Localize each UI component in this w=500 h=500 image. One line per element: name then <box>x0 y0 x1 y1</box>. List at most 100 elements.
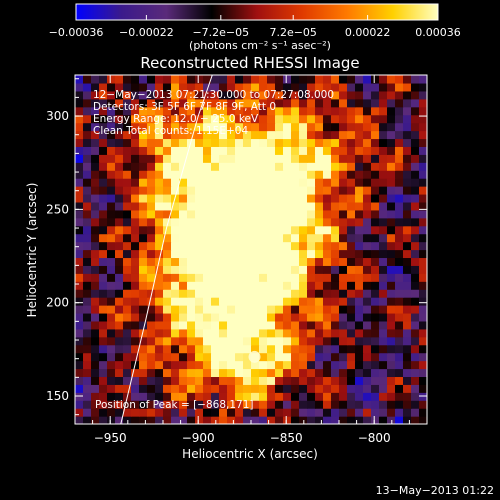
heatmap-cell <box>411 225 420 235</box>
heatmap-cell <box>243 312 252 322</box>
heatmap-cell <box>171 186 180 195</box>
heatmap-cell <box>115 368 124 378</box>
heatmap-cell <box>315 328 324 338</box>
heatmap-cell <box>163 408 172 417</box>
heatmap-cell <box>211 178 220 187</box>
heatmap-cell <box>139 162 148 171</box>
heatmap-cell <box>147 408 156 417</box>
heatmap-cell <box>291 82 300 92</box>
heatmap-cell <box>211 281 220 290</box>
heatmap-cell <box>219 217 228 227</box>
heatmap-cell <box>227 249 236 259</box>
heatmap-cell <box>299 368 308 378</box>
heatmap-cell <box>83 146 92 155</box>
heatmap-cell <box>347 146 356 155</box>
heatmap-cell <box>107 297 116 306</box>
heatmap-cell <box>299 376 308 385</box>
heatmap-cell <box>267 265 276 274</box>
heatmap-cell <box>187 320 196 330</box>
heatmap-cell <box>131 368 140 378</box>
solar-limb-line <box>120 75 213 424</box>
heatmap-cell <box>211 209 220 219</box>
heatmap-cell <box>163 193 172 203</box>
heatmap-cell <box>363 217 372 227</box>
heatmap-cell <box>411 186 420 195</box>
heatmap-cell <box>251 154 260 163</box>
heatmap-cell <box>195 98 204 108</box>
heatmap-cell <box>147 170 156 179</box>
heatmap-cell <box>395 352 404 362</box>
heatmap-cell <box>355 193 364 203</box>
heatmap-cell <box>83 281 92 290</box>
heatmap-cell <box>107 154 116 163</box>
heatmap-cell <box>331 106 340 116</box>
heatmap-cell <box>107 241 116 251</box>
heatmap-cell <box>331 90 340 100</box>
heatmap-cell <box>323 312 332 322</box>
heatmap-cell <box>147 312 156 322</box>
heatmap-cell <box>299 400 308 409</box>
heatmap-cell <box>203 122 212 132</box>
heatmap-cell <box>203 273 212 282</box>
heatmap-cell <box>363 257 372 266</box>
heatmap-cell <box>419 328 427 338</box>
heatmap-cell <box>307 170 316 179</box>
heatmap-cell <box>179 416 188 424</box>
heatmap-cell <box>419 392 427 401</box>
heatmap-cell <box>203 352 212 362</box>
heatmap-cell <box>347 376 356 385</box>
heatmap-cell <box>163 106 172 116</box>
heatmap-cell <box>411 170 420 179</box>
heatmap-cell <box>339 352 348 362</box>
heatmap-cell <box>371 201 380 211</box>
heatmap-cell <box>395 170 404 179</box>
heatmap-cell <box>195 209 204 219</box>
heatmap-cell <box>251 257 260 266</box>
heatmap-cell <box>411 408 420 417</box>
heatmap-cell <box>371 312 380 322</box>
heatmap-cell <box>179 201 188 211</box>
heatmap-cell <box>99 146 108 155</box>
heatmap-cell <box>155 384 164 393</box>
heatmap-cell <box>403 249 412 259</box>
heatmap-cell <box>379 400 388 409</box>
heatmap-cell <box>331 281 340 290</box>
heatmap-cell <box>379 289 388 298</box>
heatmap-cell <box>275 82 284 92</box>
heatmap-cell <box>91 249 100 259</box>
heatmap-cell <box>227 178 236 187</box>
heatmap-cell <box>203 305 212 314</box>
heatmap-cell <box>403 384 412 393</box>
heatmap-cell <box>147 352 156 362</box>
heatmap-cell <box>243 154 252 163</box>
heatmap-cell <box>171 217 180 227</box>
heatmap-cell <box>171 344 180 354</box>
heatmap-cell <box>395 273 404 282</box>
heatmap-cell <box>315 384 324 393</box>
heatmap-cell <box>83 376 92 385</box>
heatmap-cell <box>179 336 188 346</box>
heatmap-cell <box>419 225 427 235</box>
heatmap-cell <box>211 384 220 393</box>
heatmap-cell <box>91 162 100 171</box>
heatmap-cell <box>379 217 388 227</box>
heatmap-cell <box>395 400 404 409</box>
heatmap-cell <box>419 336 427 346</box>
heatmap-cell <box>123 352 132 362</box>
x-tick-label: −800 <box>358 431 391 445</box>
heatmap-cell <box>123 82 132 92</box>
heatmap-cell <box>259 225 268 235</box>
heatmap-cell <box>339 400 348 409</box>
heatmap-cell <box>387 344 396 354</box>
heatmap-cell <box>235 289 244 298</box>
heatmap-cell <box>347 162 356 171</box>
heatmap-cell <box>403 225 412 235</box>
heatmap-cell <box>371 241 380 251</box>
heatmap-cell <box>83 273 92 282</box>
heatmap-cell <box>211 233 220 243</box>
heatmap-cell <box>283 146 292 155</box>
heatmap-cell <box>139 138 148 147</box>
heatmap-cell <box>227 400 236 409</box>
heatmap-cell <box>307 305 316 314</box>
heatmap-cell <box>187 336 196 346</box>
